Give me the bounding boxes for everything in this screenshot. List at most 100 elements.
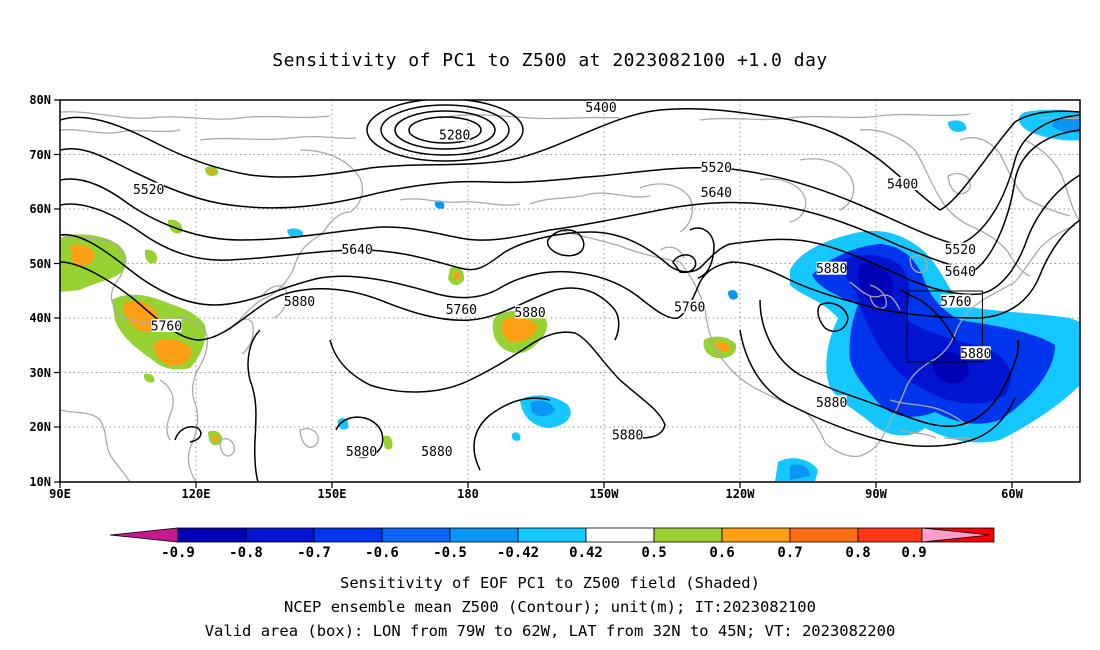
lon-label: 180 bbox=[457, 487, 479, 501]
page-title: Sensitivity of PC1 to Z500 at 2023082100… bbox=[272, 50, 828, 71]
contour-label: 5760 bbox=[674, 300, 705, 315]
colorbar-label: 0.7 bbox=[777, 545, 802, 561]
contour-label: 5400 bbox=[887, 178, 918, 193]
colorbar-bin bbox=[653, 527, 723, 543]
contour-label: 5880 bbox=[816, 396, 847, 411]
colorbar-bin bbox=[313, 527, 383, 543]
contour-label-bg bbox=[940, 294, 971, 308]
lon-label: 150W bbox=[590, 487, 620, 501]
lon-label: 120E bbox=[182, 487, 211, 501]
contour-label-bg bbox=[515, 305, 546, 319]
colorbar-bin bbox=[857, 527, 927, 543]
contour-label: 5880 bbox=[960, 347, 991, 362]
contour-label-bg bbox=[887, 177, 918, 191]
contour-label-bg bbox=[960, 346, 991, 360]
contour-label-bg bbox=[446, 302, 477, 316]
contour-label-bg bbox=[151, 318, 182, 332]
contour-label: 5880 bbox=[346, 445, 377, 460]
colorbar-bin bbox=[721, 527, 791, 543]
contour-label: 5640 bbox=[341, 243, 372, 258]
colorbar-label: 0.5 bbox=[641, 545, 666, 561]
contour-label-bg bbox=[342, 242, 373, 256]
z500-contours bbox=[60, 100, 1080, 482]
contour-label-bg bbox=[945, 264, 976, 278]
contour-label: 5880 bbox=[421, 445, 452, 460]
colorbar-bin bbox=[449, 527, 519, 543]
map-frame bbox=[59, 99, 1081, 483]
contour-labels: 5280 5400 5400 5520 5520 5520 5640 5640 5640 5760… bbox=[133, 100, 991, 460]
colorbar-label: -0.6 bbox=[365, 545, 399, 561]
contour-label: 5520 bbox=[701, 161, 732, 176]
lon-label: 90W bbox=[865, 487, 887, 501]
colorbar-bin bbox=[245, 527, 315, 543]
contour-label-bg bbox=[612, 428, 643, 442]
contour-label: 5280 bbox=[439, 128, 470, 143]
graticule bbox=[60, 100, 1080, 482]
contour-label: 5760 bbox=[446, 303, 477, 318]
lat-label: 40N bbox=[29, 311, 51, 325]
contour-label-bg bbox=[133, 182, 164, 196]
colorbar-label: -0.7 bbox=[297, 545, 331, 561]
footer-shaded-description: Sensitivity of EOF PC1 to Z500 field (Sh… bbox=[340, 574, 760, 592]
contour-label: 5400 bbox=[585, 101, 616, 116]
contour-label-bg bbox=[816, 261, 847, 275]
contour-label: 5640 bbox=[701, 186, 732, 201]
contour-label: 5880 bbox=[816, 262, 847, 277]
lat-label: 20N bbox=[29, 420, 51, 434]
contour-label: 5760 bbox=[940, 295, 971, 310]
lon-label: 150E bbox=[318, 487, 347, 501]
colorbar-bin bbox=[177, 527, 247, 543]
contour-label: 5520 bbox=[133, 183, 164, 198]
colorbar-above-triangle bbox=[921, 527, 991, 543]
lon-label: 60W bbox=[1001, 487, 1023, 501]
colorbar-label: 0.42 bbox=[569, 545, 603, 561]
lon-label: 90E bbox=[49, 487, 71, 501]
footer-contour-description: NCEP ensemble mean Z500 (Contour); unit(… bbox=[284, 598, 816, 616]
colorbar-label: -0.42 bbox=[497, 545, 539, 561]
valid-area-box bbox=[906, 290, 983, 363]
colorbar-label: -0.5 bbox=[433, 545, 467, 561]
lat-label: 30N bbox=[29, 366, 51, 380]
colorbar-labels: -0.9 -0.8 -0.7 -0.6 -0.5 -0.42 0.42 0.5 … bbox=[161, 545, 927, 561]
colorbar-bin bbox=[517, 527, 587, 543]
contour-label-bg bbox=[674, 299, 705, 313]
colorbar-bin bbox=[381, 527, 451, 543]
colorbar-bins bbox=[177, 527, 995, 543]
contour-label-bg bbox=[701, 160, 732, 174]
lat-label: 60N bbox=[29, 202, 51, 216]
contour-label: 5880 bbox=[284, 295, 315, 310]
contour-label-bg bbox=[346, 444, 377, 458]
contour-label: 5520 bbox=[945, 243, 976, 258]
contour-label: 5880 bbox=[514, 306, 545, 321]
contour-label: 5880 bbox=[612, 429, 643, 444]
colorbar-bin bbox=[585, 527, 655, 543]
colorbar-label: 0.6 bbox=[709, 545, 734, 561]
colorbar-label: 0.9 bbox=[901, 545, 926, 561]
contour-label: 5640 bbox=[945, 265, 976, 280]
colorbar-label: -0.8 bbox=[229, 545, 263, 561]
contour-label-bg bbox=[284, 294, 315, 308]
coastlines bbox=[60, 111, 1080, 482]
footer-valid-area: Valid area (box): LON from 79W to 62W, L… bbox=[204, 622, 896, 640]
lat-label: 10N bbox=[29, 475, 51, 489]
contour-label-bg bbox=[816, 395, 847, 409]
lat-label: 80N bbox=[29, 93, 51, 107]
contour-label-bg bbox=[586, 100, 617, 114]
colorbar-bin bbox=[789, 527, 859, 543]
colorbar-label: 0.8 bbox=[845, 545, 870, 561]
lat-label: 70N bbox=[29, 148, 51, 162]
contour-label-bg bbox=[701, 185, 732, 199]
contour-label-bg bbox=[945, 242, 976, 256]
lat-label: 50N bbox=[29, 257, 51, 271]
colorbar: -0.9 -0.8 -0.7 -0.6 -0.5 -0.42 0.42 0.5 … bbox=[109, 527, 995, 561]
contour-label: 5760 bbox=[151, 319, 182, 334]
colorbar-label: -0.9 bbox=[161, 545, 195, 561]
axis-ticks bbox=[54, 99, 1013, 488]
latitude-labels: 80N 70N 60N 50N 40N 30N 20N 10N bbox=[29, 93, 51, 489]
colorbar-below-triangle bbox=[109, 527, 179, 543]
contour-label-bg bbox=[439, 127, 470, 141]
longitude-labels: 90E 120E 150E 180 150W 120W 90W 60W bbox=[49, 487, 1023, 501]
lon-label: 120W bbox=[726, 487, 756, 501]
contour-label-bg bbox=[421, 444, 452, 458]
